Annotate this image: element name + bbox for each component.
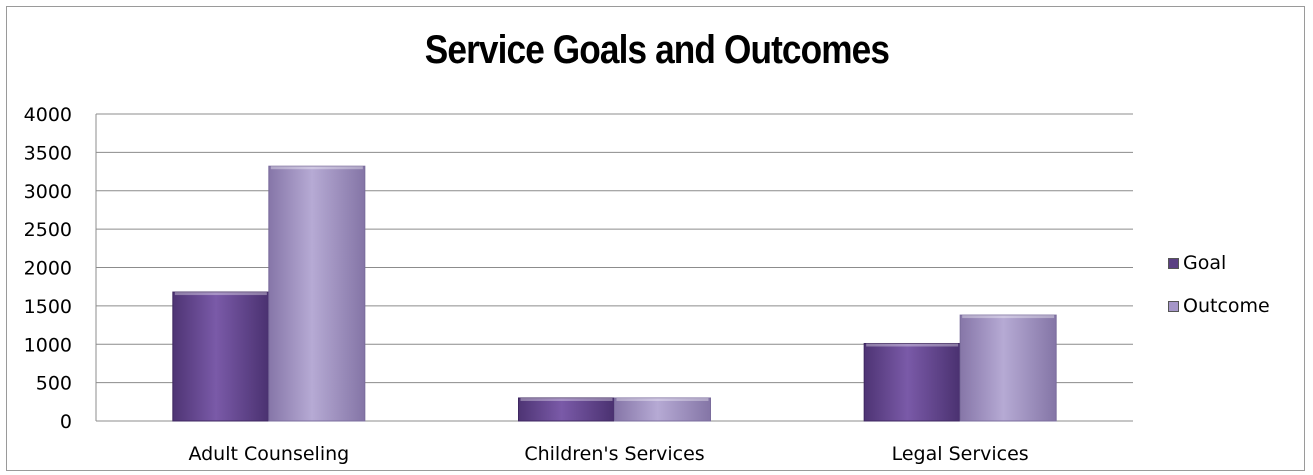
- x-category-label: Children's Services: [524, 443, 704, 465]
- x-axis-categories: Adult Counseling Children's Services Legal…: [188, 443, 1028, 465]
- bar-goal-2: [863, 342, 961, 422]
- bar-highlight: [616, 397, 709, 401]
- y-tick-label: 2500: [24, 219, 72, 241]
- y-tick-label: 4000: [24, 104, 72, 126]
- legend-swatch-outcome: [1168, 300, 1179, 312]
- y-tick-label: 1500: [24, 296, 72, 318]
- y-tick-label: 3000: [24, 181, 72, 203]
- bar-highlight: [270, 166, 363, 170]
- bars: [172, 165, 1057, 422]
- bar-outcome-2: [959, 314, 1057, 422]
- y-tick-label: 1000: [24, 334, 72, 356]
- y-tick-label: 0: [60, 411, 72, 433]
- legend: Goal Outcome: [1168, 248, 1270, 334]
- bar-outcome-0: [268, 165, 366, 422]
- x-category-label: Legal Services: [892, 443, 1029, 465]
- x-category-label: Adult Counseling: [188, 443, 349, 465]
- y-axis-ticks: 0 500 1000 1500 2000 2500 3000 3500 4000: [24, 104, 72, 433]
- bar-highlight: [962, 315, 1055, 319]
- chart-title: Service Goals and Outcomes: [424, 28, 890, 72]
- legend-label-goal: Goal: [1183, 252, 1227, 274]
- bar-goal-0: [172, 291, 270, 422]
- bar-highlight: [174, 292, 267, 296]
- bar-highlight: [866, 343, 959, 347]
- legend-swatch-goal: [1168, 257, 1179, 269]
- y-tick-label: 3500: [24, 142, 72, 164]
- bar-highlight: [520, 397, 613, 401]
- legend-item-outcome: Outcome: [1168, 291, 1270, 321]
- y-tick-label: 2000: [24, 258, 72, 280]
- legend-label-outcome: Outcome: [1183, 295, 1270, 317]
- bar-goal-1: [518, 397, 615, 422]
- y-tick-label: 500: [36, 373, 72, 395]
- bar-outcome-1: [614, 397, 711, 422]
- legend-item-goal: Goal: [1168, 248, 1270, 278]
